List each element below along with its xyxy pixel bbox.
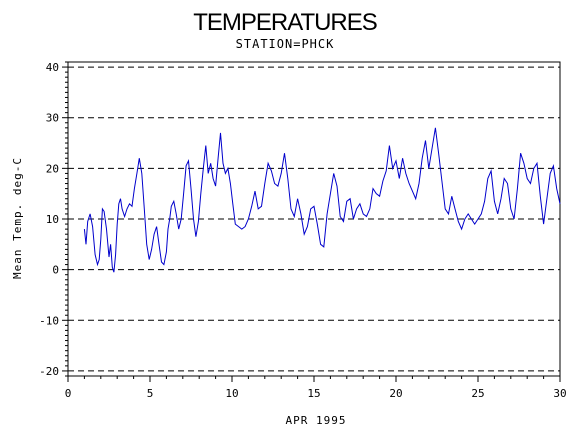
y-tick-label: -20 [39, 365, 59, 378]
x-axis-label: APR 1995 [286, 414, 347, 427]
y-axis-label: Mean Temp. deg-C [11, 157, 24, 279]
grid-lines [68, 66, 560, 372]
y-tick-label: 30 [46, 112, 59, 125]
x-tick-label: 5 [147, 387, 154, 400]
y-tick-label: 10 [46, 213, 59, 226]
x-tick-label: 20 [389, 387, 402, 400]
y-tick-label: 40 [46, 61, 59, 74]
chart-subtitle: STATION=PHCK [236, 37, 335, 51]
chart-title: TEMPERATURES [193, 9, 377, 36]
x-tick-label: 25 [471, 387, 484, 400]
y-tick-label: 20 [46, 162, 59, 175]
axis-ticks: -20 -10 0 10 20 30 40 0 5 10 15 20 25 30 [39, 61, 567, 400]
series-layer [83, 127, 561, 273]
x-tick-label: 10 [225, 387, 238, 400]
y-tick-label: 0 [52, 264, 59, 277]
x-tick-label: 30 [553, 387, 566, 400]
temperature-series-line [83, 127, 561, 273]
x-tick-label: 15 [307, 387, 320, 400]
x-tick-label: 0 [65, 387, 72, 400]
y-tick-label: -10 [39, 314, 59, 327]
